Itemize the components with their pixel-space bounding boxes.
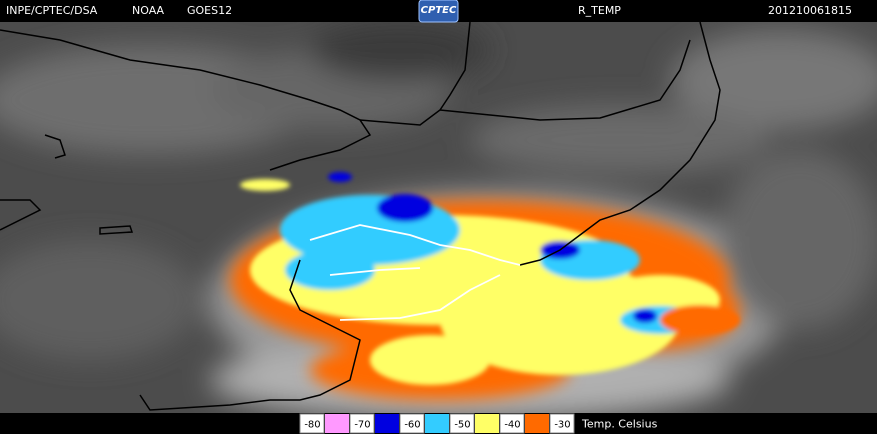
legend-label: -50	[454, 420, 470, 431]
legend-label-box	[449, 413, 475, 434]
legend-label-box	[549, 413, 575, 434]
legend-swatch	[425, 414, 449, 433]
legend-swatch	[475, 414, 499, 433]
legend-label-box	[349, 413, 375, 434]
legend-label-box	[499, 413, 525, 434]
legend-swatch	[525, 414, 549, 433]
product: R_TEMP	[578, 4, 621, 17]
legend-label-box	[399, 413, 425, 434]
legend-label: -70	[354, 420, 370, 431]
legend-unit: Temp. Celsius	[581, 418, 658, 431]
borders	[0, 21, 721, 411]
source: INPE/CPTEC/DSA	[6, 4, 98, 17]
rivers	[309, 224, 521, 321]
satellite: GOES12	[187, 4, 232, 17]
logo: CPTEC	[421, 5, 457, 16]
timestamp: 201210061815	[768, 4, 852, 17]
agency: NOAA	[132, 4, 165, 17]
legend-label: -80	[304, 420, 320, 431]
legend-label: -40	[504, 420, 520, 431]
legend-swatch	[325, 414, 349, 433]
legend-label: -60	[404, 420, 420, 431]
legend-swatch	[375, 414, 399, 433]
legend-label-box	[299, 413, 325, 434]
logo-box	[418, 0, 459, 23]
convective-core	[240, 172, 740, 385]
legend-label: -30	[554, 420, 570, 431]
legend: -80 -70 -60 -50 -40 -30 Temp. Celsius	[299, 413, 658, 434]
